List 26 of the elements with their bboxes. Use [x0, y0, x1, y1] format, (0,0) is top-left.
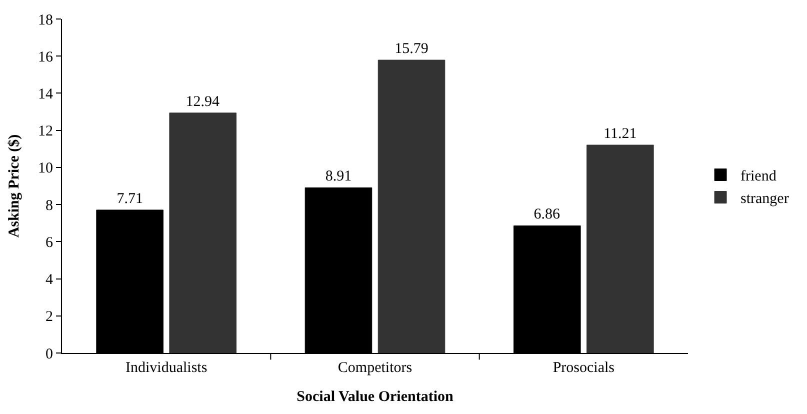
bar	[169, 112, 236, 353]
data-label: 6.86	[534, 206, 561, 223]
bar	[586, 144, 654, 353]
data-label: 7.71	[116, 190, 143, 207]
bar	[378, 60, 446, 353]
x-axis-title: Social Value Orientation	[296, 389, 454, 405]
y-tick-label: 0	[46, 346, 53, 362]
data-label: 12.94	[186, 94, 220, 110]
y-tick-label: 6	[46, 234, 54, 251]
x-tick-label: Individualists	[125, 360, 208, 376]
y-tick-label: 8	[46, 198, 53, 214]
y-tick-label: 2	[46, 309, 53, 326]
y-axis-title: Asking Price ($)	[6, 134, 22, 238]
y-tick-label: 16	[38, 49, 54, 66]
y-tick-label: 12	[38, 124, 53, 140]
data-label: 11.21	[604, 126, 637, 142]
x-tick-label: Competitors	[338, 360, 412, 376]
legend-label: friend	[740, 168, 777, 185]
y-tick-label: 14	[38, 86, 54, 102]
y-tick-label: 4	[46, 272, 54, 288]
y-tick-label: 10	[38, 160, 53, 177]
legend-label: stranger	[740, 191, 789, 208]
data-label: 8.91	[325, 168, 352, 185]
y-tick-label: 18	[38, 12, 53, 28]
data-label: 15.79	[394, 41, 428, 58]
x-tick-label: Prosocials	[552, 360, 615, 376]
